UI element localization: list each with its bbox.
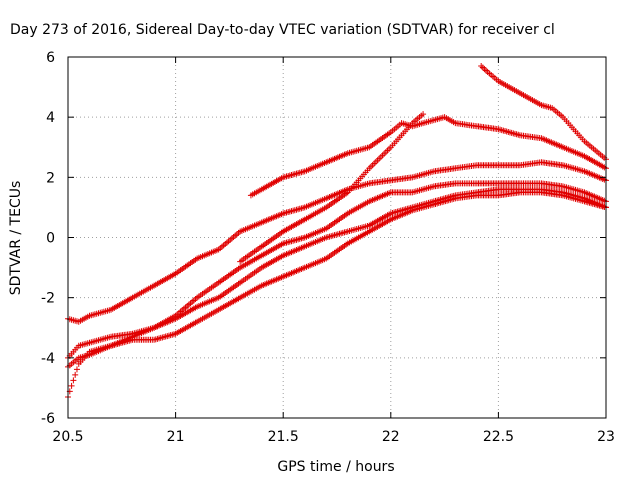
y-tick-label: -2: [41, 291, 55, 307]
x-tick-label: 20.5: [52, 429, 83, 445]
grid: [68, 57, 606, 418]
x-tick-label: 22.5: [483, 429, 514, 445]
x-tick-label: 21: [167, 429, 185, 445]
series-track-6: [237, 111, 427, 265]
data-point: [72, 371, 79, 378]
series-track-4: [65, 189, 609, 400]
x-axis-label: GPS time / hours: [277, 459, 394, 475]
data-point: [73, 366, 80, 373]
series-track-1: [65, 159, 609, 325]
chart-title: Day 273 of 2016, Sidereal Day-to-day VTE…: [10, 22, 555, 38]
series-track-7: [478, 63, 609, 163]
y-tick-label: -6: [41, 411, 55, 427]
axes: 20.5 21 21.5 22 22.5 23 -6 -4 -2 0 2 4 6: [41, 50, 615, 445]
x-tick-label: 22: [382, 429, 400, 445]
data-marks: [65, 63, 609, 400]
data-point: [420, 111, 427, 118]
y-tick-label: 0: [46, 231, 55, 247]
y-tick-label: -4: [41, 351, 55, 367]
x-tick-label: 21.5: [268, 429, 299, 445]
x-tick-label: 23: [597, 429, 615, 445]
y-tick-label: 2: [46, 170, 55, 186]
y-axis-label: SDTVAR / TECUs: [8, 181, 24, 296]
series-track-3: [65, 186, 609, 370]
data-point: [70, 377, 77, 384]
series-track-5: [247, 114, 609, 199]
y-tick-label: 4: [46, 110, 55, 126]
series-track-2: [65, 180, 609, 361]
y-tick-label: 6: [46, 50, 55, 66]
data-point: [68, 382, 75, 389]
